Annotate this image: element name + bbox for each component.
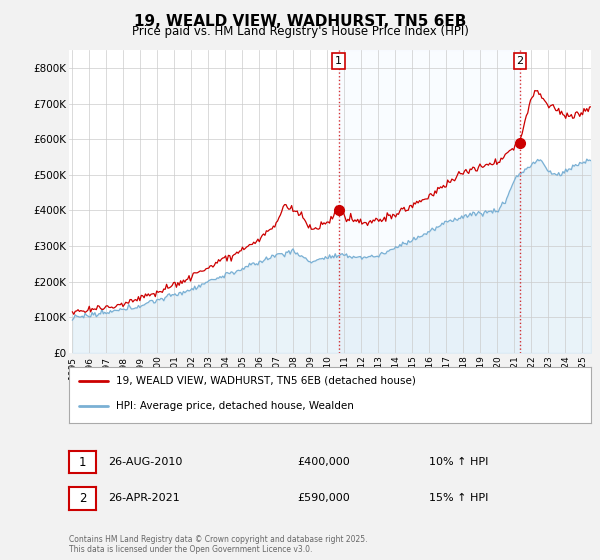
- Text: Price paid vs. HM Land Registry's House Price Index (HPI): Price paid vs. HM Land Registry's House …: [131, 25, 469, 38]
- Text: HPI: Average price, detached house, Wealden: HPI: Average price, detached house, Weal…: [116, 401, 354, 411]
- Text: 1: 1: [335, 56, 342, 66]
- Text: £590,000: £590,000: [297, 493, 350, 503]
- Text: Contains HM Land Registry data © Crown copyright and database right 2025.
This d: Contains HM Land Registry data © Crown c…: [69, 535, 367, 554]
- Text: 26-AUG-2010: 26-AUG-2010: [108, 457, 182, 467]
- Text: £400,000: £400,000: [297, 457, 350, 467]
- Text: 2: 2: [79, 492, 86, 505]
- Bar: [338, 50, 520, 353]
- Text: 19, WEALD VIEW, WADHURST, TN5 6EB (detached house): 19, WEALD VIEW, WADHURST, TN5 6EB (detac…: [116, 376, 416, 386]
- Text: 15% ↑ HPI: 15% ↑ HPI: [429, 493, 488, 503]
- Text: 2: 2: [517, 56, 523, 66]
- Text: 26-APR-2021: 26-APR-2021: [108, 493, 180, 503]
- Text: 10% ↑ HPI: 10% ↑ HPI: [429, 457, 488, 467]
- Text: 19, WEALD VIEW, WADHURST, TN5 6EB: 19, WEALD VIEW, WADHURST, TN5 6EB: [134, 14, 466, 29]
- Text: 1: 1: [79, 455, 86, 469]
